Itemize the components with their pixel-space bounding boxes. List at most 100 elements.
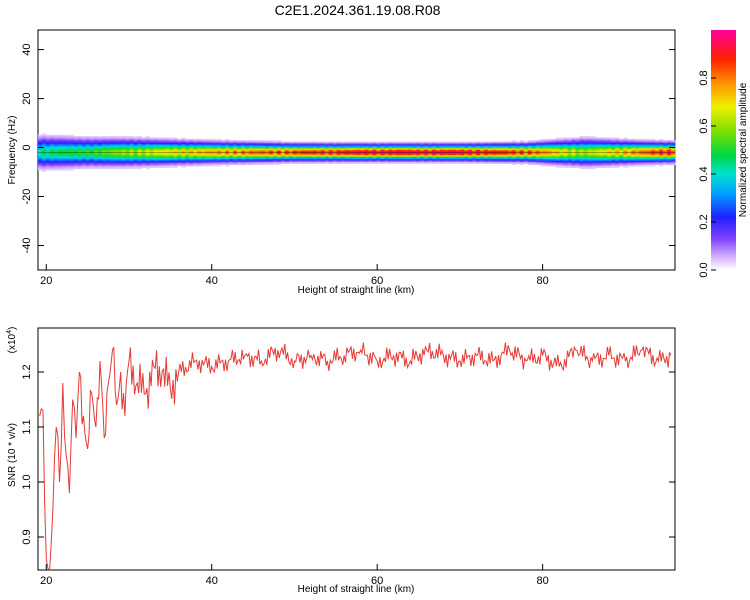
spectrogram-cell [563,156,568,159]
spectrogram-cell [320,141,326,144]
spectrogram-cell [189,149,194,152]
spectrogram-cell [49,141,55,144]
spectrogram-cell [507,153,513,156]
spectrogram-cell [45,161,51,164]
spectrogram-cell [77,163,83,166]
spectrogram-cell [456,159,461,162]
spectrogram-cell [460,147,465,149]
spectrogram-cell [352,155,357,157]
spectrogram-cell [420,153,425,156]
spectrogram-cell [436,159,441,162]
spectrogram-cell [328,160,334,163]
spectrogram-cell [635,161,640,164]
spectrogram-cell [129,144,134,147]
spectrogram-cell [551,159,556,162]
spectrogram-cell [272,159,278,162]
spectrogram-cell [113,147,119,149]
spectrogram-cell [57,152,63,155]
spectrogram-cell [141,163,146,166]
spectrogram-cell [460,157,465,160]
spectrogram-cell [264,155,270,157]
spectrogram-cell [460,141,465,144]
spectrogram-cell [173,137,178,140]
spectrogram-cell [133,137,138,140]
spectrogram-cell [237,161,242,164]
spectrogram-cell [181,155,186,157]
spectrogram-cell [105,147,111,149]
spectrogram-cell [579,151,584,153]
spectrogram-cell [113,161,119,164]
spectrogram-cell [591,144,596,147]
spectrogram-cell [229,149,234,152]
spectrogram-cell [73,141,79,144]
spectrogram-cell [105,167,111,170]
spectrogram-cell [312,155,318,157]
spectrogram-cell [404,156,409,159]
spectrogram-cell [296,156,302,159]
spectrogram-cell [547,144,552,147]
spectrogram-cell [487,157,493,160]
spectrogram-cell [567,155,572,157]
spectrogram-cell [181,163,186,166]
spectrogram-cell [563,137,568,140]
spectrogram-cell [376,155,381,157]
spectrogram-cell [49,144,55,147]
spectrogram-cell [615,163,620,166]
spectrogram-cell [121,156,126,159]
spectrogram-cell [264,159,270,162]
spectrogram-cell [272,160,278,163]
spectrogram-cell [189,159,194,162]
spectrogram-cell [575,145,580,148]
spectrogram-cell [41,137,47,140]
spectrogram-cell [412,149,417,152]
spectrogram-cell [651,141,656,144]
spectrogram-cell [456,144,461,147]
spectrogram-cell [651,161,656,164]
spectrogram-y-tick-label: -20 [21,189,33,205]
spectrogram-cell [41,152,47,155]
spectrogram-cell [296,153,302,156]
spectrogram-cell [320,149,326,152]
spectrogram-cell [595,155,600,157]
spectrogram-cell [647,149,652,152]
spectrogram-cell [185,141,190,144]
spectrogram-cell [117,147,123,149]
spectrogram-cell [479,151,485,153]
spectrogram-cell [53,137,59,140]
spectrogram-cell [651,142,656,145]
spectrogram-cell [57,140,63,142]
spectrogram-cell [97,166,103,168]
spectrogram-cell [515,155,521,157]
spectrogram-cell [296,144,302,147]
spectrogram-cell [336,148,341,151]
spectrogram-cell [109,152,115,155]
spectrogram-cell [456,156,461,159]
spectrogram-cell [125,155,130,157]
spectrogram-cell [73,144,79,147]
spectrogram-cell [543,159,548,162]
spectrogram-cell [571,163,576,166]
spectrogram-cell [157,138,162,141]
spectrogram-cell [631,155,636,157]
spectrogram-cell [137,164,142,167]
spectrogram-cell [221,140,226,142]
spectrogram-cell [444,145,449,148]
spectrogram-cell [245,152,250,155]
spectrogram-cell [639,152,644,155]
spectrogram-cell [527,155,533,157]
spectrogram-cell [89,157,95,160]
spectrogram-cell [587,160,592,163]
spectrogram-cell [133,164,138,167]
spectrogram-cell [105,151,111,153]
spectrogram-cell [360,141,365,144]
spectrogram-cell [380,149,385,152]
spectrogram-cell [555,156,560,159]
spectrogram-cell [129,155,134,157]
spectrogram-cell [221,160,226,163]
spectrogram-cell [543,164,548,167]
spectrogram-cell [555,166,560,168]
spectrogram-cell [639,147,644,149]
spectrogram-cell [316,160,322,163]
spectrogram-cell [667,140,672,142]
spectrogram-cell [627,159,632,162]
